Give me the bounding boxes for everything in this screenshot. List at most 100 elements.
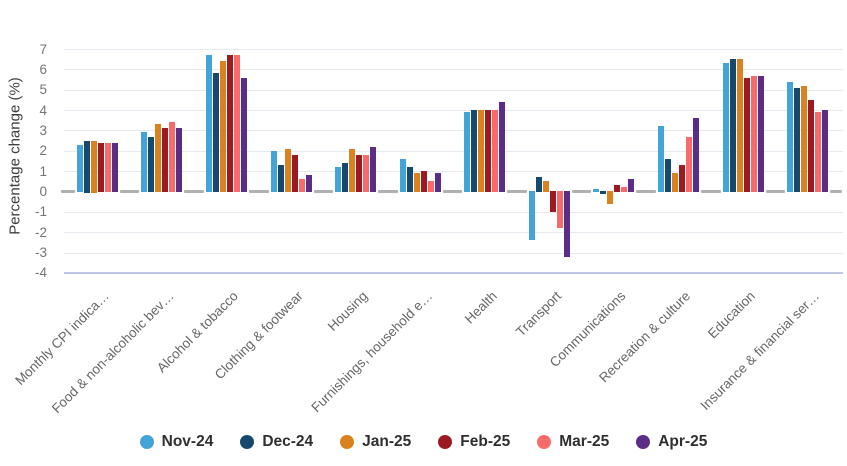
zero-baseline-segment	[61, 189, 75, 193]
bar[interactable]	[729, 59, 736, 193]
bar[interactable]	[808, 99, 815, 193]
bar[interactable]	[665, 158, 672, 193]
bar[interactable]	[335, 167, 342, 193]
zero-baseline-segment	[765, 189, 786, 193]
x-axis-line	[64, 272, 843, 275]
bar[interactable]	[794, 87, 801, 193]
bar[interactable]	[291, 154, 298, 193]
bar[interactable]	[679, 165, 686, 193]
bar[interactable]	[363, 154, 370, 193]
y-tick-label: 0	[39, 184, 47, 199]
bar[interactable]	[549, 191, 556, 212]
bar[interactable]	[148, 136, 155, 193]
bar[interactable]	[356, 154, 363, 193]
bar[interactable]	[743, 77, 750, 193]
bar[interactable]	[722, 63, 729, 193]
zero-baseline-segment	[248, 189, 269, 193]
bar[interactable]	[83, 140, 90, 193]
y-tick-label: 6	[39, 61, 47, 77]
zero-baseline-segment	[701, 189, 721, 193]
bar[interactable]	[464, 112, 471, 193]
bar[interactable]	[427, 181, 434, 193]
bar[interactable]	[736, 59, 743, 193]
bar[interactable]	[349, 148, 356, 193]
bar[interactable]	[535, 177, 542, 193]
gridline	[64, 69, 843, 71]
bar[interactable]	[621, 187, 628, 193]
bar[interactable]	[757, 75, 764, 193]
legend-label: Jan-25	[362, 433, 412, 450]
gridline	[64, 232, 843, 234]
bar[interactable]	[104, 142, 111, 193]
gridline	[64, 130, 843, 132]
legend-swatch-icon	[438, 434, 453, 449]
bar[interactable]	[492, 110, 499, 193]
bar[interactable]	[478, 110, 485, 193]
bar[interactable]	[693, 118, 700, 193]
bar[interactable]	[305, 175, 312, 193]
bar[interactable]	[233, 55, 240, 193]
zero-baseline-segment	[119, 189, 140, 193]
gridline	[64, 171, 843, 173]
bar[interactable]	[399, 158, 406, 193]
bar[interactable]	[434, 173, 441, 193]
bar[interactable]	[600, 191, 607, 194]
bar[interactable]	[542, 181, 549, 193]
bar[interactable]	[370, 146, 377, 193]
legend-item-feb-25[interactable]: Feb-25	[438, 434, 510, 450]
bar[interactable]	[563, 191, 570, 257]
x-category-label: Furnishings, household e…	[308, 288, 436, 416]
x-category-label: Education	[704, 288, 759, 342]
bar[interactable]	[240, 77, 247, 193]
bar[interactable]	[169, 122, 176, 193]
y-tick-label: 2	[39, 143, 47, 159]
bar[interactable]	[822, 110, 829, 193]
bar[interactable]	[176, 128, 183, 193]
legend-item-jan-25[interactable]: Jan-25	[340, 434, 411, 450]
bar[interactable]	[413, 173, 420, 193]
bar[interactable]	[111, 142, 118, 193]
zero-baseline-segment	[571, 189, 592, 193]
y-tick-label: 7	[39, 41, 47, 57]
gridline	[64, 110, 843, 112]
bar[interactable]	[162, 128, 169, 193]
bar[interactable]	[205, 55, 212, 193]
legend-item-apr-25[interactable]: Apr-25	[636, 434, 707, 450]
bar[interactable]	[420, 171, 427, 193]
bar[interactable]	[628, 179, 635, 193]
legend: Nov-24 Dec-24 Jan-25 Feb-25 Mar-25 Apr-25	[0, 434, 847, 450]
bar[interactable]	[342, 163, 349, 193]
bar[interactable]	[672, 173, 679, 193]
bar[interactable]	[219, 61, 226, 193]
bar[interactable]	[801, 85, 808, 193]
bar[interactable]	[593, 189, 600, 193]
y-tick-label: -1	[34, 204, 47, 220]
bar[interactable]	[658, 126, 665, 193]
bar[interactable]	[485, 110, 492, 193]
legend-item-dec-24[interactable]: Dec-24	[240, 434, 313, 450]
bar[interactable]	[212, 73, 219, 193]
legend-item-nov-24[interactable]: Nov-24	[139, 434, 213, 450]
bar[interactable]	[226, 55, 233, 193]
bar[interactable]	[76, 144, 83, 193]
bar[interactable]	[815, 112, 822, 193]
bar[interactable]	[90, 140, 97, 193]
bar[interactable]	[97, 142, 104, 193]
bar[interactable]	[607, 191, 614, 204]
bar[interactable]	[686, 136, 693, 193]
bar[interactable]	[787, 81, 794, 193]
bar[interactable]	[298, 179, 305, 193]
bar[interactable]	[406, 167, 413, 193]
bar[interactable]	[270, 150, 277, 193]
bar[interactable]	[499, 101, 506, 193]
bar[interactable]	[284, 148, 291, 193]
bar[interactable]	[556, 191, 563, 229]
bar[interactable]	[528, 191, 535, 241]
bar[interactable]	[155, 124, 162, 193]
bar[interactable]	[277, 165, 284, 193]
legend-item-mar-25[interactable]: Mar-25	[537, 434, 609, 450]
bar[interactable]	[471, 110, 478, 193]
bar[interactable]	[614, 185, 621, 193]
bar[interactable]	[750, 75, 757, 193]
bar[interactable]	[141, 132, 148, 193]
